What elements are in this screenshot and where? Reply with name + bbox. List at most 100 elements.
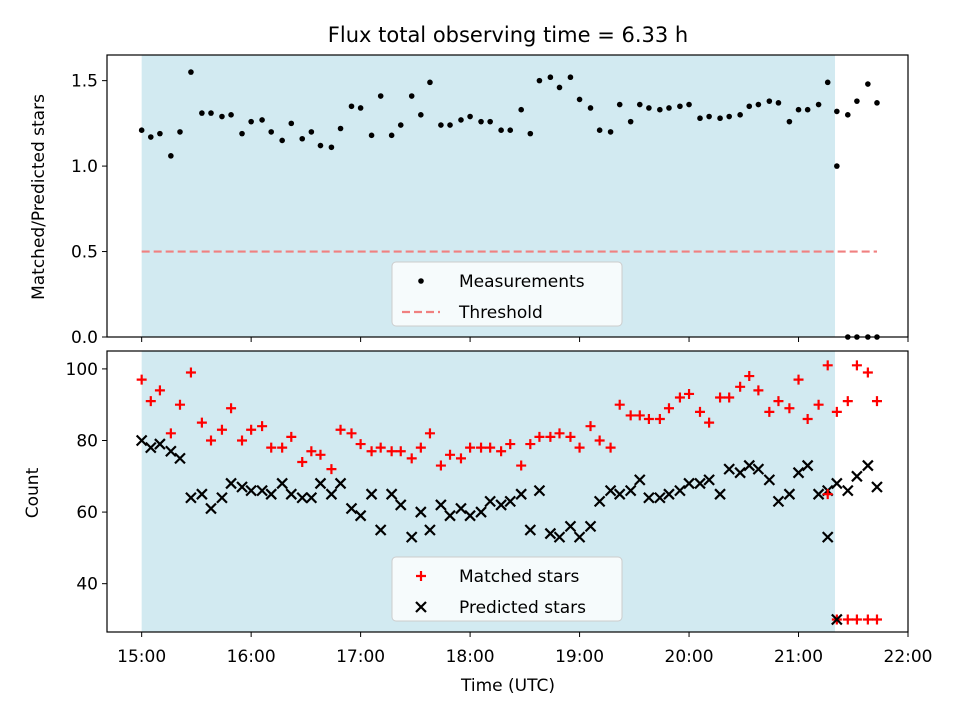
x-tick-label: 22:00: [884, 647, 933, 667]
y-tick-label: 0.0: [71, 328, 98, 348]
data-point: [135, 434, 148, 447]
data-point: [185, 367, 196, 378]
data-point: [405, 531, 418, 543]
data-point: [717, 115, 723, 122]
data-point: [802, 414, 813, 425]
x-tick-label: 20:00: [665, 647, 714, 667]
axes-frame: [106, 350, 909, 633]
data-point: [775, 100, 782, 106]
data-point: [196, 488, 208, 500]
legend: Matched stars Predicted stars: [391, 556, 623, 622]
x-tick-label: 18:00: [446, 647, 495, 667]
data-point: [335, 424, 346, 435]
data-point: [268, 129, 275, 135]
data-point: [504, 495, 517, 508]
data-point: [851, 614, 862, 625]
data-point: [646, 105, 652, 111]
chart-title: Flux total observing time = 6.33 h: [328, 23, 688, 47]
data-point: [206, 435, 217, 446]
data-point: [657, 106, 663, 113]
data-point: [842, 396, 853, 407]
data-point: [424, 428, 435, 439]
data-point: [337, 125, 344, 132]
data-point: [495, 499, 507, 511]
data-point: [408, 93, 415, 99]
legend-box: [391, 261, 623, 327]
data-point: [228, 112, 234, 118]
data-point: [831, 406, 842, 417]
y-tick-label: 60: [76, 503, 98, 523]
data-point: [394, 499, 407, 511]
data-point: [851, 360, 862, 371]
data-point: [415, 442, 426, 453]
data-point: [505, 439, 516, 450]
data-point: [317, 142, 324, 149]
data-point: [196, 417, 207, 428]
data-point: [753, 385, 764, 396]
data-point: [792, 466, 805, 479]
x-tick-label: 15:00: [117, 647, 166, 667]
data-point: [734, 466, 746, 479]
data-point: [842, 484, 854, 497]
data-point: [831, 613, 843, 626]
data-point: [574, 442, 585, 453]
data-point: [424, 524, 436, 536]
data-point: [804, 106, 811, 113]
data-point: [605, 442, 616, 453]
data-point: [216, 424, 227, 435]
data-point: [157, 130, 163, 137]
data-point: [654, 491, 666, 504]
data-point: [188, 69, 194, 75]
data-point: [395, 446, 406, 457]
data-point: [154, 385, 165, 396]
data-point: [276, 477, 288, 490]
data-point: [256, 484, 268, 497]
data-point: [821, 531, 834, 543]
data-point: [239, 130, 245, 137]
data-point: [174, 399, 185, 410]
data-point: [165, 428, 176, 439]
data-point: [507, 127, 514, 133]
data-point: [871, 396, 882, 407]
data-point: [795, 106, 802, 113]
data-point: [147, 134, 154, 140]
data-point: [545, 431, 556, 442]
data-point: [527, 130, 534, 137]
data-point: [616, 101, 623, 108]
data-point: [406, 453, 417, 464]
data-point: [594, 435, 605, 446]
data-point: [388, 132, 395, 139]
data-point: [871, 614, 882, 625]
data-point: [435, 499, 447, 511]
data-point: [136, 374, 147, 385]
legend-label: Threshold: [458, 303, 543, 323]
y-tick-label: 100: [66, 360, 98, 380]
data-point: [834, 108, 840, 115]
data-point: [138, 127, 145, 133]
data-point: [784, 403, 795, 414]
ratio-panel: 0.0 0.5 1.0 1.5 Measurements Threshold: [71, 54, 909, 348]
data-point: [743, 459, 756, 472]
bottom-y-axis-label: Count: [23, 467, 43, 518]
data-point: [478, 118, 484, 125]
data-point: [485, 442, 496, 453]
data-point: [755, 101, 762, 108]
data-point: [553, 531, 566, 543]
data-point: [607, 129, 614, 135]
top-y-axis-label: Matched/Predicted stars: [29, 94, 49, 300]
data-point: [415, 506, 427, 518]
data-point: [801, 459, 814, 472]
data-point: [533, 484, 546, 497]
data-point: [624, 484, 637, 497]
data-point: [484, 495, 496, 508]
data-point: [455, 453, 466, 464]
data-point: [145, 441, 157, 454]
data-point: [763, 474, 776, 486]
data-point: [547, 74, 554, 81]
data-point: [299, 135, 306, 142]
data-point: [744, 371, 755, 382]
data-point: [764, 406, 775, 417]
data-point: [305, 491, 318, 504]
data-point: [654, 414, 665, 425]
data-point: [354, 509, 367, 522]
